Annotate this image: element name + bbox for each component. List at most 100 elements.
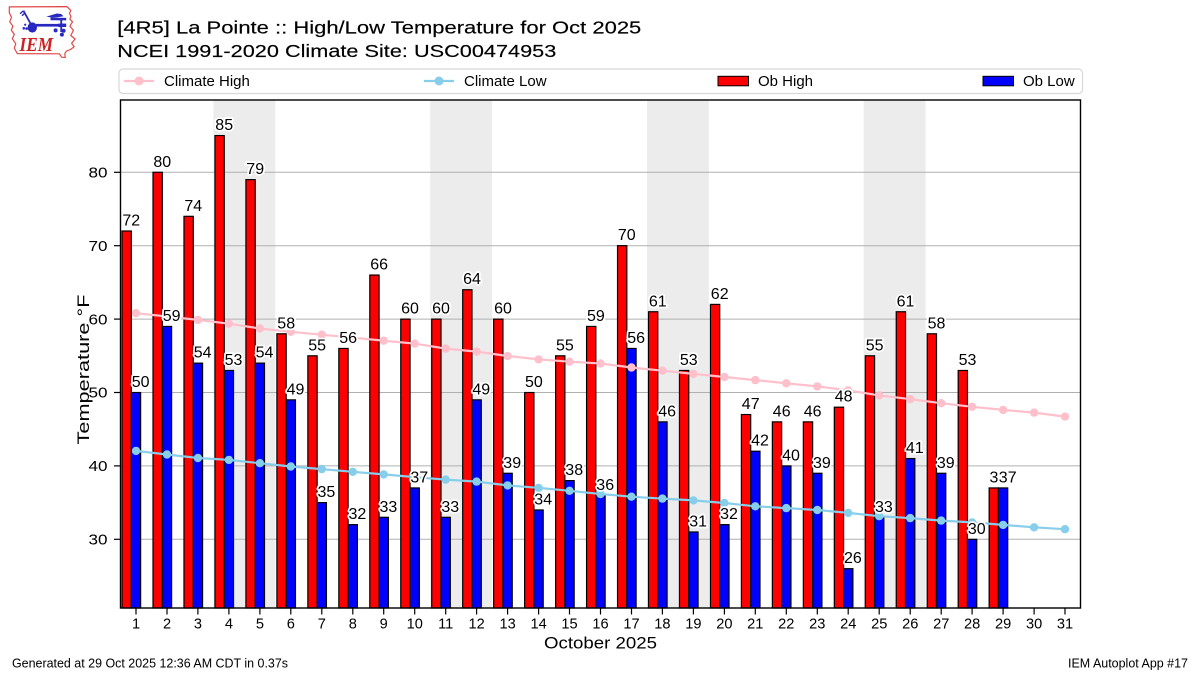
svg-text:37: 37 [999,469,1017,486]
svg-text:58: 58 [277,315,295,332]
svg-text:Climate Low: Climate Low [464,73,547,90]
svg-text:70: 70 [89,238,108,255]
svg-text:50: 50 [525,374,543,391]
svg-text:6: 6 [287,617,295,633]
svg-text:61: 61 [649,293,667,310]
svg-text:58: 58 [928,315,946,332]
svg-text:56: 56 [627,330,645,347]
svg-text:66: 66 [370,257,388,274]
svg-text:29: 29 [995,617,1011,633]
svg-text:Ob Low: Ob Low [1023,73,1075,90]
svg-text:26: 26 [844,550,862,567]
svg-text:14: 14 [530,617,546,633]
svg-text:18: 18 [654,617,670,633]
svg-text:70: 70 [618,227,636,244]
svg-text:26: 26 [902,617,918,633]
svg-text:19: 19 [685,617,701,633]
svg-text:60: 60 [89,311,108,328]
svg-text:33: 33 [875,499,893,516]
svg-text:46: 46 [773,403,791,420]
svg-text:49: 49 [472,381,490,398]
svg-text:IEM: IEM [19,34,54,56]
svg-text:IEM Autoplot App #17: IEM Autoplot App #17 [1068,656,1188,671]
svg-text:Climate High: Climate High [164,73,250,90]
svg-text:NCEI 1991-2020 Climate Site: U: NCEI 1991-2020 Climate Site: USC00474953 [117,41,556,61]
svg-text:30: 30 [1026,617,1042,633]
svg-text:20: 20 [716,617,732,633]
svg-text:59: 59 [587,308,605,325]
svg-text:40: 40 [89,458,108,475]
svg-text:11: 11 [438,617,453,633]
svg-text:31: 31 [1057,617,1073,633]
svg-text:2: 2 [163,617,171,633]
svg-text:30: 30 [968,521,986,538]
svg-text:Temperature °F: Temperature °F [74,295,93,445]
svg-text:7: 7 [318,617,326,633]
svg-text:55: 55 [866,337,884,354]
svg-text:50: 50 [89,385,108,402]
svg-text:55: 55 [556,337,574,354]
svg-text:39: 39 [813,455,831,472]
svg-text:60: 60 [401,301,419,318]
svg-text:21: 21 [747,617,763,633]
svg-text:85: 85 [215,117,233,134]
svg-text:74: 74 [184,198,202,215]
svg-text:37: 37 [990,469,1008,486]
svg-text:25: 25 [871,617,887,633]
svg-text:Ob High: Ob High [758,73,813,90]
svg-text:42: 42 [751,433,769,450]
svg-text:60: 60 [494,301,512,318]
svg-text:37: 37 [410,469,428,486]
svg-text:55: 55 [308,337,326,354]
svg-text:47: 47 [742,396,760,413]
svg-text:8: 8 [349,617,357,633]
svg-text:12: 12 [468,617,484,633]
svg-text:27: 27 [933,617,949,633]
svg-text:23: 23 [809,617,825,633]
svg-text:79: 79 [246,161,264,178]
svg-text:9: 9 [380,617,388,633]
svg-text:54: 54 [256,345,274,362]
svg-text:80: 80 [153,154,171,171]
svg-text:5: 5 [256,617,264,633]
svg-text:54: 54 [194,345,212,362]
svg-text:31: 31 [689,514,707,531]
svg-text:34: 34 [534,492,552,509]
svg-text:53: 53 [959,352,977,369]
svg-text:17: 17 [623,617,639,633]
svg-text:40: 40 [782,447,800,464]
svg-text:4: 4 [225,617,233,633]
svg-text:46: 46 [658,403,676,420]
svg-text:30: 30 [89,532,108,549]
svg-text:10: 10 [407,617,423,633]
svg-text:36: 36 [596,477,614,494]
svg-text:3: 3 [194,617,202,633]
svg-text:32: 32 [349,506,367,523]
svg-text:50: 50 [132,374,150,391]
svg-text:41: 41 [906,440,924,457]
svg-text:16: 16 [592,617,608,633]
svg-text:22: 22 [778,617,794,633]
svg-text:35: 35 [318,484,336,501]
svg-text:48: 48 [835,389,853,406]
svg-text:13: 13 [499,617,515,633]
svg-text:53: 53 [225,352,243,369]
svg-text:53: 53 [680,352,698,369]
svg-text:49: 49 [287,381,305,398]
svg-text:59: 59 [163,308,181,325]
svg-text:15: 15 [561,617,577,633]
svg-text:56: 56 [339,330,357,347]
svg-text:80: 80 [89,165,108,182]
svg-text:Generated at 29 Oct 2025 12:36: Generated at 29 Oct 2025 12:36 AM CDT in… [12,656,288,671]
svg-text:61: 61 [897,293,915,310]
svg-text:64: 64 [463,271,481,288]
svg-text:39: 39 [503,455,521,472]
svg-text:1: 1 [132,617,140,633]
svg-text:72: 72 [122,213,140,230]
svg-text:46: 46 [804,403,822,420]
svg-text:33: 33 [380,499,398,516]
svg-text:October 2025: October 2025 [544,634,657,652]
svg-text:[4R5] La Pointe :: High/Low Te: [4R5] La Pointe :: High/Low Temperature … [117,18,641,38]
svg-text:28: 28 [964,617,980,633]
svg-text:32: 32 [720,506,738,523]
